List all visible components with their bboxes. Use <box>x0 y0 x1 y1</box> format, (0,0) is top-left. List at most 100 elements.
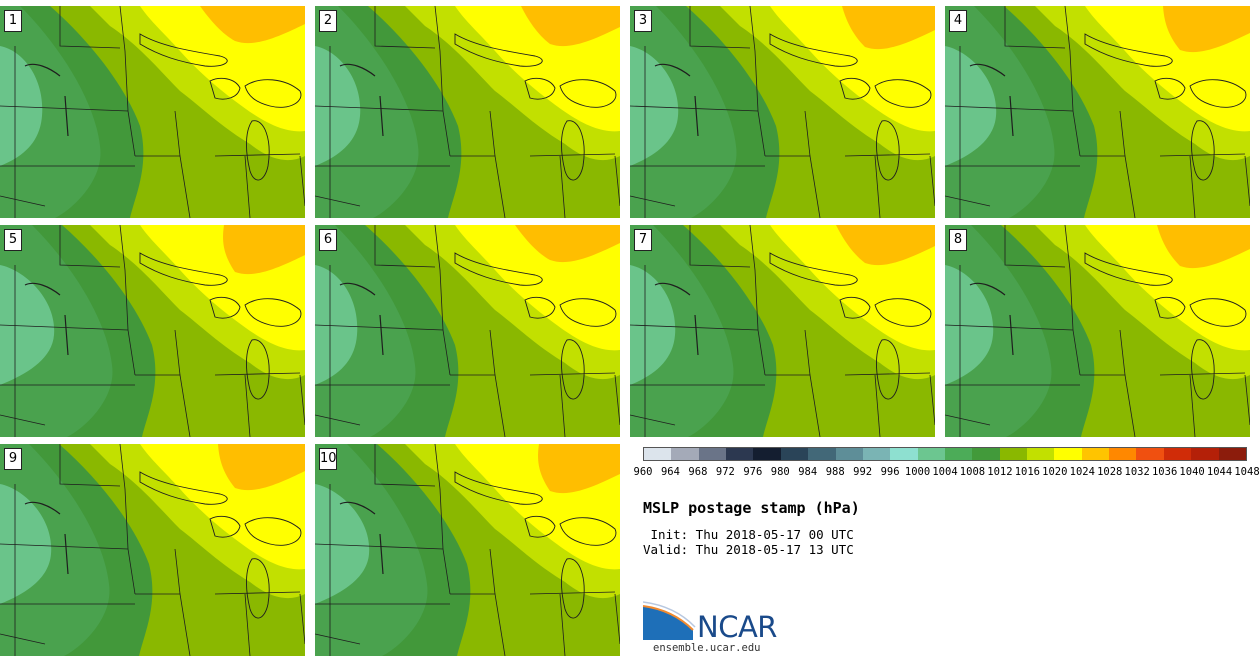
pressure-contour-region <box>315 444 428 656</box>
valid-time: Valid: Thu 2018-05-17 13 UTC <box>643 542 854 557</box>
ensemble-member-map[interactable]: 10 <box>315 444 620 656</box>
state-border <box>614 155 620 207</box>
state-border <box>119 225 136 376</box>
state-border <box>1064 225 1081 376</box>
colorbar-tick-label: 1024 <box>1069 466 1095 478</box>
colorbar-cell <box>1054 448 1082 460</box>
great-lake-outline <box>244 79 302 108</box>
great-lake-outline <box>246 120 270 181</box>
ensemble-member-map[interactable]: 7 <box>630 225 935 437</box>
ncar-logo-icon <box>643 601 696 640</box>
ensemble-member-map[interactable]: 4 <box>945 6 1250 218</box>
state-border <box>614 593 620 645</box>
colorbar-tick-label: 1000 <box>904 466 931 478</box>
member-number: 1 <box>4 10 22 32</box>
pressure-contour-region <box>315 225 416 437</box>
state-border <box>59 444 121 487</box>
state-border <box>244 593 251 656</box>
river-outline <box>24 63 69 137</box>
state-border <box>0 543 129 550</box>
ensemble-member-map[interactable]: 9 <box>0 444 305 656</box>
great-lake-outline <box>1191 339 1215 400</box>
state-border <box>945 105 1074 112</box>
state-border <box>1244 374 1250 426</box>
ensemble-member-map[interactable]: 8 <box>945 225 1250 437</box>
colorbar-cell <box>1191 448 1219 460</box>
member-number: 3 <box>634 10 652 32</box>
state-border <box>1004 225 1066 268</box>
colorbar-tick-label: 992 <box>853 466 873 478</box>
colorbar-tick-label: 1044 <box>1206 466 1233 478</box>
river-outline <box>24 282 69 356</box>
pressure-contour-region <box>945 6 1055 218</box>
state-border <box>1064 6 1081 157</box>
river-outline <box>24 501 69 575</box>
pressure-contour-region <box>315 46 361 166</box>
pressure-contour-region <box>315 265 358 385</box>
ensemble-member-map[interactable]: 2 <box>315 6 620 218</box>
state-border <box>299 155 305 207</box>
state-border <box>489 329 506 437</box>
colorbar-cell <box>726 448 754 460</box>
colorbar-tick-label: 960 <box>633 466 653 478</box>
state-border <box>59 6 121 49</box>
colorbar-tick-label: 996 <box>880 466 900 478</box>
pressure-contour-region <box>842 6 935 50</box>
pressure-contour-region <box>945 265 994 385</box>
great-lake-outline <box>139 33 228 67</box>
pressure-contour-region <box>630 225 734 437</box>
great-lake-outline <box>559 79 617 108</box>
colorbar-cell <box>835 448 863 460</box>
member-number: 9 <box>4 448 22 470</box>
ensemble-member-map[interactable]: 5 <box>0 225 305 437</box>
state-border <box>804 110 821 218</box>
member-number: 7 <box>634 229 652 251</box>
great-lake-outline <box>524 77 556 100</box>
pressure-contour-region <box>945 46 997 166</box>
pressure-contour-region <box>1157 225 1250 269</box>
member-number: 10 <box>319 448 337 470</box>
colorbar-tick-label: 984 <box>798 466 818 478</box>
pressure-contour-region <box>836 225 935 266</box>
great-lake-outline <box>839 296 871 319</box>
member-number: 6 <box>319 229 337 251</box>
great-lake-outline <box>1189 298 1247 327</box>
ensemble-member-map[interactable]: 3 <box>630 6 935 218</box>
colorbar-cell <box>862 448 891 460</box>
river-outline <box>969 63 1014 137</box>
colorbar-cell <box>780 448 809 460</box>
great-lake-outline <box>559 517 617 546</box>
colorbar-cell <box>644 448 672 460</box>
state-border <box>804 329 821 437</box>
state-border <box>630 105 759 112</box>
ensemble-member-map[interactable]: 6 <box>315 225 620 437</box>
member-number: 2 <box>319 10 337 32</box>
member-number: 8 <box>949 229 967 251</box>
pressure-colorbar <box>643 447 1247 461</box>
pressure-contour-region <box>315 484 370 604</box>
ensemble-member-map[interactable]: 1 <box>0 6 305 218</box>
pressure-contour-region <box>945 225 1052 437</box>
pressure-contour-region <box>200 6 305 44</box>
state-border <box>315 543 444 550</box>
great-lake-outline <box>244 298 302 327</box>
colorbar-tick-label: 1048 <box>1234 466 1260 478</box>
state-border <box>315 414 361 426</box>
state-border <box>214 591 301 595</box>
state-border <box>844 153 931 157</box>
colorbar-cell <box>944 448 973 460</box>
state-border <box>1189 374 1196 437</box>
state-border <box>945 195 991 207</box>
state-border <box>214 372 301 376</box>
great-lake-outline <box>139 252 228 286</box>
state-border <box>749 6 766 157</box>
state-border <box>174 548 191 656</box>
colorbar-tick-label: 1040 <box>1179 466 1205 478</box>
colorbar-cell <box>1163 448 1192 460</box>
great-lake-outline <box>874 298 932 327</box>
great-lake-outline <box>209 515 241 538</box>
great-lake-outline <box>524 515 556 538</box>
state-border <box>630 195 676 207</box>
great-lake-outline <box>1189 79 1247 108</box>
great-lake-outline <box>769 252 858 286</box>
